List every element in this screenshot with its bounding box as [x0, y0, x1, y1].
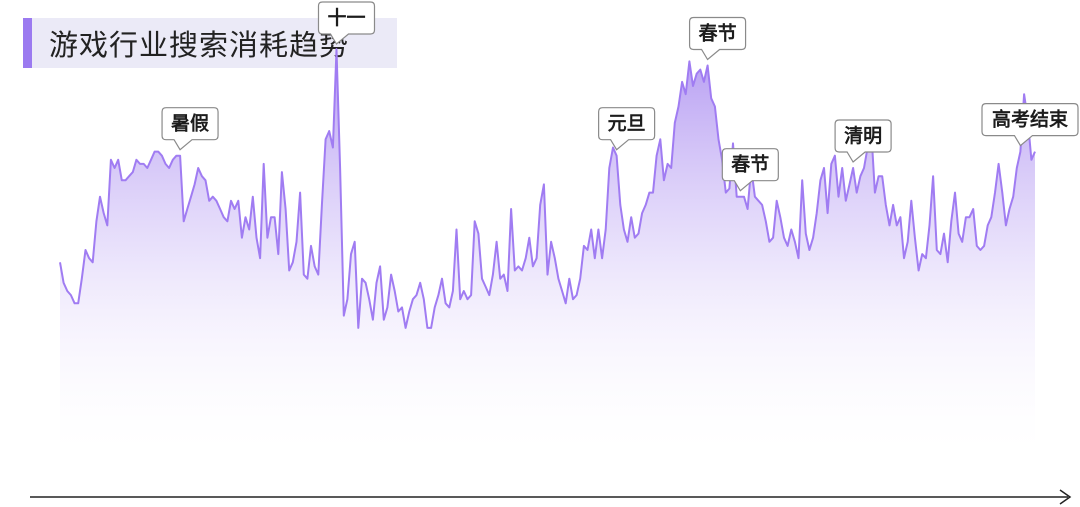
title-accent-bar [23, 18, 32, 68]
annotation-label: 清明 [844, 124, 882, 147]
annotation-label: 高考结束 [992, 108, 1069, 131]
area-fill [60, 49, 1035, 455]
annotation-callout: 春节 [688, 16, 747, 61]
annotation-label: 元旦 [608, 113, 646, 135]
annotation-bubble [834, 119, 892, 163]
annotation-callout: 十一 [317, 1, 376, 45]
x-axis-arrow-icon [1059, 489, 1072, 505]
annotation-label: 春节 [699, 22, 737, 45]
annotation-bubble [161, 107, 219, 151]
x-axis [30, 489, 1072, 505]
annotation-callout: 春节 [721, 148, 779, 192]
annotation-bubble [317, 1, 376, 45]
annotation-label: 春节 [731, 153, 769, 176]
annotation-label: 十一 [327, 6, 365, 29]
annotation-bubble [598, 107, 656, 151]
annotation-callout: 清明 [834, 119, 892, 163]
annotation-callout: 高考结束 [981, 103, 1079, 147]
annotation-bubble [688, 16, 747, 61]
annotation-callout: 元旦 [598, 107, 656, 151]
annotation-callout: 暑假 [161, 107, 219, 151]
annotation-bubble [721, 148, 779, 192]
annotation-bubble [981, 103, 1079, 147]
chart-title: 游戏行业搜索消耗趋势 [49, 28, 350, 62]
annotation-label: 暑假 [171, 112, 209, 135]
